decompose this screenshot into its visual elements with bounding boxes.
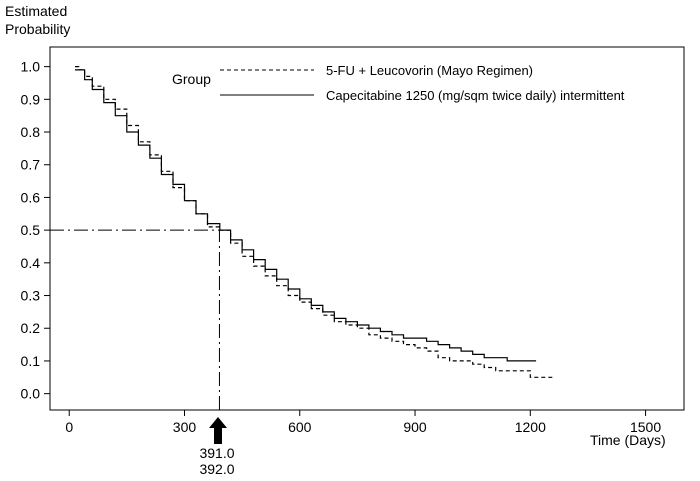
series-group	[75, 66, 554, 378]
x-tick-label: 1200	[515, 419, 546, 435]
x-axis-title: Time (Days)	[590, 432, 666, 448]
y-tick-label: 0.3	[21, 288, 41, 304]
median-annotation: 391.0 392.0	[199, 417, 235, 477]
legend-title: Group	[172, 71, 211, 87]
y-tick-label: 1.0	[21, 59, 41, 75]
x-tick-label: 0	[65, 419, 73, 435]
median-reference-lines	[50, 229, 220, 410]
series-line-5fu	[75, 66, 554, 378]
legend-label-5fu: 5-FU + Leucovorin (Mayo Regimen)	[326, 63, 533, 78]
y-axis: 0.0 0.1 0.2 0.3 0.4 0.5 0.6 0.7 0.8 0.9 1.0	[21, 59, 50, 402]
x-tick-label: 600	[288, 419, 312, 435]
y-tick-label: 0.8	[21, 124, 41, 140]
legend: Group 5-FU + Leucovorin (Mayo Regimen) C…	[172, 63, 625, 103]
x-tick-label: 900	[403, 419, 427, 435]
y-tick-label: 0.2	[21, 320, 41, 336]
y-tick-label: 0.7	[21, 157, 41, 173]
median-label-capecitabine: 392.0	[199, 461, 234, 477]
y-tick-label: 0.9	[21, 91, 41, 107]
x-axis: 0 300 600 900 1200 1500	[65, 410, 661, 435]
y-tick-label: 0.6	[21, 189, 41, 205]
y-tick-label: 0.0	[21, 386, 41, 402]
legend-label-capecitabine: Capecitabine 1250 (mg/sqm twice daily) i…	[326, 88, 625, 103]
plot-frame	[49, 46, 685, 411]
y-tick-label: 0.1	[21, 353, 41, 369]
y-axis-title: Estimated Probability	[5, 3, 70, 37]
y-axis-title-line-1: Estimated	[5, 3, 67, 19]
x-tick-label: 1500	[630, 419, 661, 435]
median-label-5fu: 391.0	[199, 445, 234, 461]
y-tick-label: 0.5	[21, 222, 41, 238]
series-line-capecitabine	[75, 69, 537, 362]
median-arrow-icon	[209, 417, 227, 444]
x-tick-label: 300	[173, 419, 197, 435]
y-tick-label: 0.4	[21, 255, 41, 271]
y-axis-title-line-2: Probability	[5, 21, 70, 37]
